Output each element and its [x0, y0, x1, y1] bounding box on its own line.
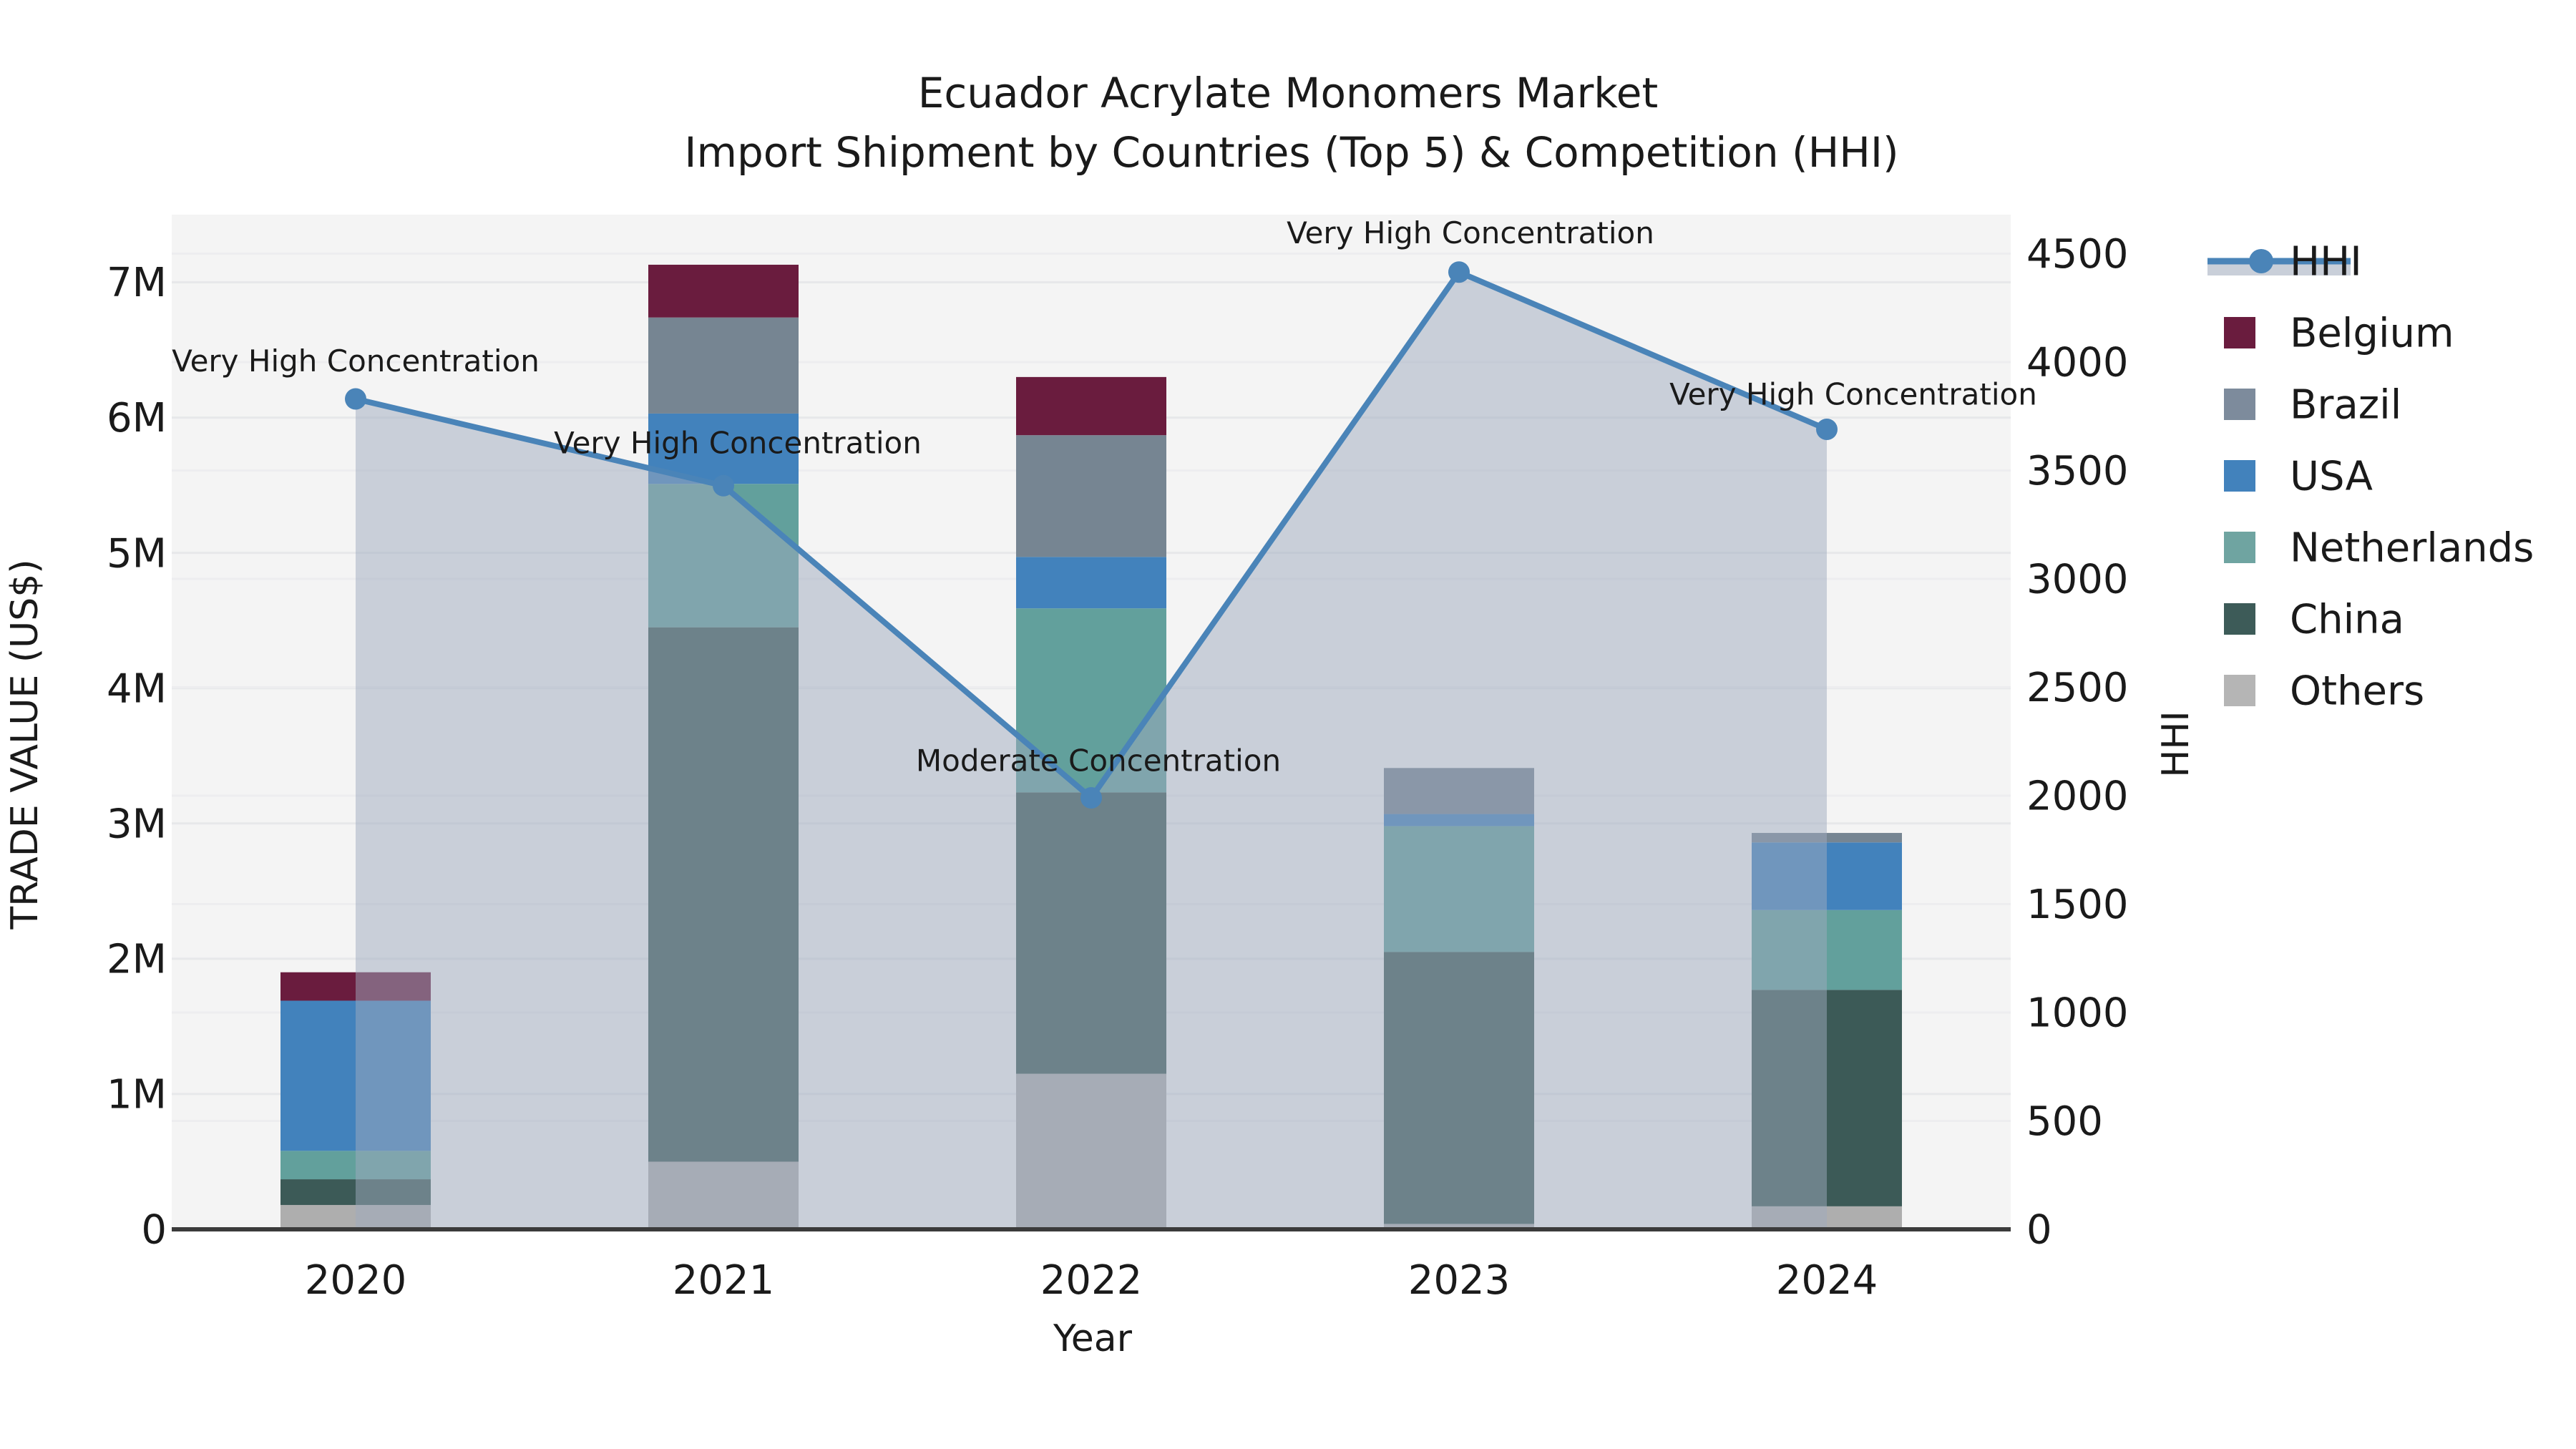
y-right-tick-1000: 1000 [2026, 990, 2129, 1037]
y-left-tick-2M: 2M [107, 936, 167, 982]
legend-label-netherlands: Netherlands [2290, 525, 2534, 572]
y-right-tick-2500: 2500 [2026, 665, 2129, 711]
legend-label-china: China [2290, 597, 2404, 643]
y-axis-right-label: HHI [2155, 711, 2197, 778]
hhi-marker-2022 [1080, 787, 1102, 809]
legend-label-usa: USA [2290, 454, 2373, 500]
y-axis-left-label: TRADE VALUE (US$) [4, 559, 47, 930]
legend-label-hhi: HHI [2290, 239, 2362, 286]
x-tick-2020: 2020 [305, 1257, 407, 1304]
y-left-tick-0: 0 [141, 1207, 167, 1254]
x-tick-2024: 2024 [1776, 1257, 1878, 1304]
y-right-tick-4500: 4500 [2026, 231, 2129, 278]
annotation-2022: Moderate Concentration [916, 743, 1281, 779]
hhi-marker-2021 [713, 474, 734, 497]
hhi-area-fill [356, 272, 1827, 1229]
legend-swatch-china [2224, 603, 2255, 635]
x-tick-2023: 2023 [1408, 1257, 1511, 1304]
legend-label-brazil: Brazil [2290, 382, 2401, 429]
legend: HHI Belgium Brazil USA Netherlands China Other… [2207, 239, 2534, 715]
y-left-tick-3M: 3M [107, 801, 167, 847]
y-left-tick-7M: 7M [107, 260, 167, 306]
legend-swatch-brazil [2224, 389, 2255, 420]
bar-segment-2022-brazil [1016, 435, 1166, 557]
y-right-tick-0: 0 [2026, 1207, 2052, 1254]
legend-label-belgium: Belgium [2290, 311, 2454, 357]
y-left-tick-6M: 6M [107, 395, 167, 441]
legend-swatch-usa [2224, 460, 2255, 492]
annotation-2023: Very High Concentration [1287, 215, 1654, 250]
hhi-marker-2023 [1448, 261, 1470, 283]
y-right-tick-500: 500 [2026, 1098, 2103, 1145]
legend-swatch-belgium [2224, 317, 2255, 348]
y-left-tick-5M: 5M [107, 530, 167, 577]
legend-hhi-marker [2249, 249, 2273, 273]
chart-plot-area: 0 1M 2M 3M 4M 5M 6M 7M 0 500 1000 1500 2000 2500 3000 3… [107, 215, 2129, 1304]
y-left-tick-4M: 4M [107, 665, 167, 712]
y-right-tick-2000: 2000 [2026, 774, 2129, 820]
annotation-2024: Very High Concentration [1669, 377, 2037, 412]
hhi-marker-2024 [1816, 418, 1838, 440]
bar-segment-2021-brazil [648, 317, 799, 414]
bar-segment-2021-belgium [648, 264, 799, 318]
y-right-tick-3500: 3500 [2026, 448, 2129, 494]
legend-swatch-netherlands [2224, 532, 2255, 563]
chart-title-line2: Import Shipment by Countries (Top 5) & C… [684, 128, 1898, 177]
hhi-marker-2020 [345, 388, 366, 410]
y-left-tick-1M: 1M [107, 1072, 167, 1118]
x-tick-2022: 2022 [1040, 1257, 1143, 1304]
chart-title-line1: Ecuador Acrylate Monomers Market [918, 69, 1658, 117]
y-right-tick-4000: 4000 [2026, 340, 2129, 386]
y-right-tick-3000: 3000 [2026, 557, 2129, 603]
legend-swatch-others [2224, 675, 2255, 706]
bar-segment-2022-usa [1016, 557, 1166, 609]
annotation-2020: Very High Concentration [172, 343, 540, 379]
x-axis-label: Year [1053, 1317, 1133, 1360]
bar-segment-2022-belgium [1016, 376, 1166, 436]
legend-label-others: Others [2290, 668, 2424, 715]
annotation-2021: Very High Concentration [554, 425, 922, 460]
legend-hhi-area-swatch [2207, 263, 2351, 275]
y-right-tick-1500: 1500 [2026, 882, 2129, 928]
x-tick-2021: 2021 [673, 1257, 775, 1304]
